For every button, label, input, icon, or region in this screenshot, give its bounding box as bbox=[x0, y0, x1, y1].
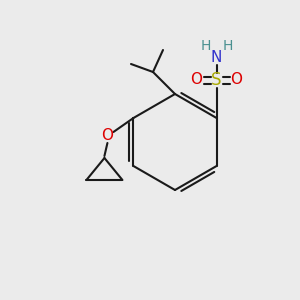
Text: H: H bbox=[200, 39, 211, 53]
Text: H: H bbox=[222, 39, 233, 53]
Text: O: O bbox=[190, 73, 202, 88]
Text: S: S bbox=[211, 71, 222, 89]
Text: O: O bbox=[231, 73, 243, 88]
Text: N: N bbox=[211, 50, 222, 65]
Text: O: O bbox=[101, 128, 113, 143]
